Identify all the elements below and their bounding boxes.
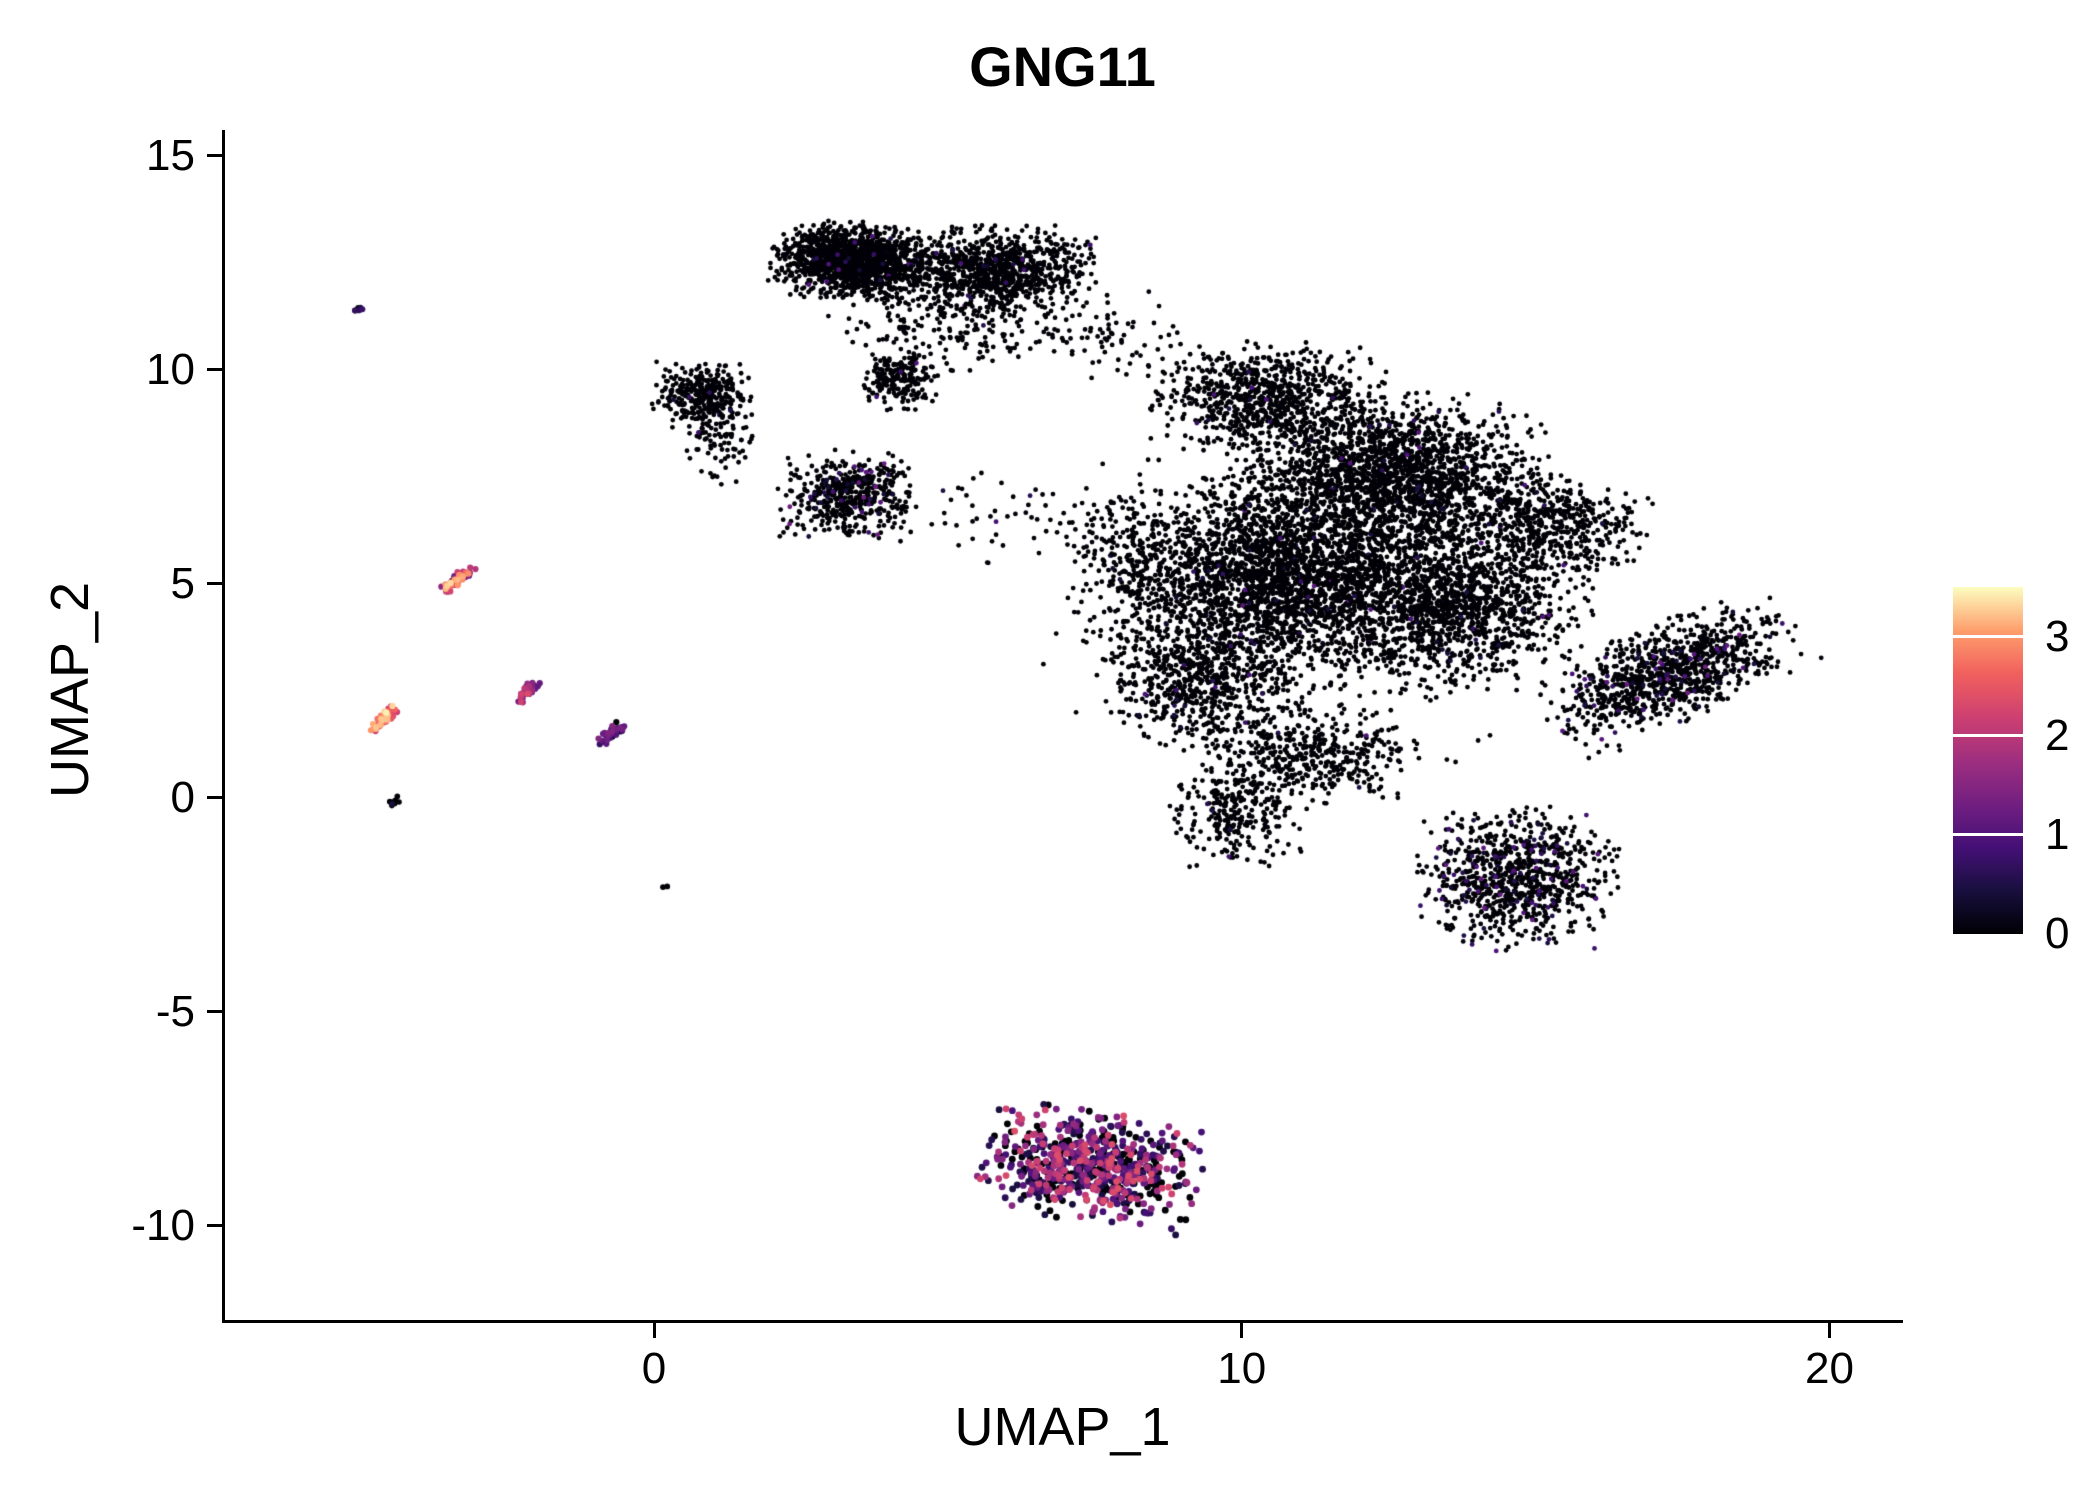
- colorbar-tick-label: 3: [2045, 611, 2070, 661]
- plot-title: GNG11: [969, 35, 1156, 98]
- y-axis-label: UMAP_2: [40, 581, 100, 799]
- y-tick-label: 10: [146, 344, 195, 394]
- y-tick-label: -5: [155, 986, 195, 1036]
- colorbar-tick-mark: [1953, 635, 2023, 639]
- x-tick-mark: [1240, 1323, 1244, 1338]
- colorbar-tick-mark: [1953, 833, 2023, 837]
- colorbar-tick-label: 2: [2045, 710, 2070, 760]
- scatter-points-canvas: [225, 130, 1900, 1320]
- y-tick-label: 5: [170, 558, 195, 608]
- y-axis-line: [222, 130, 225, 1323]
- x-axis-label: UMAP_1: [954, 1397, 1171, 1457]
- y-tick-mark: [207, 796, 222, 800]
- y-tick-mark: [207, 582, 222, 586]
- x-axis-line: [222, 1320, 1903, 1323]
- y-tick-label: 0: [170, 772, 195, 822]
- y-tick-mark: [207, 1010, 222, 1014]
- colorbar-tick-label: 1: [2045, 809, 2070, 859]
- y-tick-mark: [207, 1224, 222, 1228]
- colorbar-tick-mark: [1953, 734, 2023, 738]
- x-tick-mark: [652, 1323, 656, 1338]
- y-tick-mark: [207, 154, 222, 158]
- x-tick-label: 20: [1804, 1344, 1854, 1393]
- y-tick-label: -10: [131, 1200, 195, 1250]
- x-tick-mark: [1827, 1323, 1831, 1338]
- x-tick-label: 10: [1217, 1344, 1267, 1393]
- y-tick-label: 15: [146, 130, 195, 180]
- colorbar-gradient: [1953, 587, 2023, 934]
- y-tick-mark: [207, 368, 222, 372]
- x-tick-label: 0: [641, 1344, 667, 1393]
- colorbar-tick-label: 0: [2045, 909, 2070, 958]
